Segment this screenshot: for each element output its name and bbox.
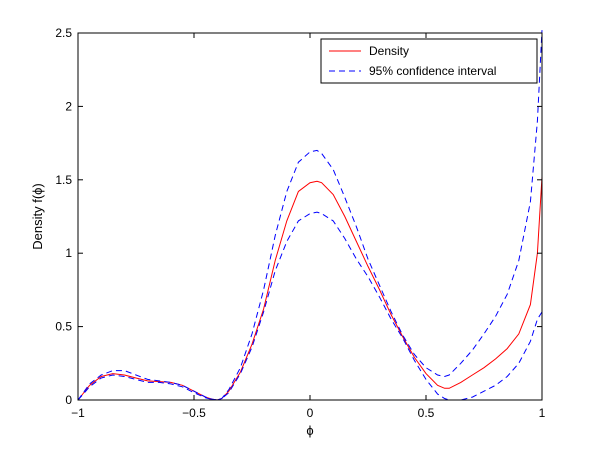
- axes-box: [77, 32, 543, 401]
- series-ci-upper-line: [77, 30, 543, 401]
- y-tick-label: 0.5: [55, 320, 72, 334]
- x-axis-label: ϕ: [306, 423, 313, 438]
- legend-label-confidence-interval: 95% confidence interval: [369, 64, 496, 78]
- y-tick-label: 1.5: [55, 173, 72, 187]
- plot-lines: [77, 30, 543, 401]
- series-ci-lower-line: [77, 211, 543, 401]
- x-tick-label: 0.5: [418, 406, 435, 420]
- legend-box: [320, 38, 538, 84]
- x-tick-label: 0: [307, 406, 314, 420]
- x-tick-label: −1: [71, 406, 85, 420]
- series-density-line: [77, 176, 543, 401]
- y-tick-label: 1: [65, 246, 72, 260]
- x-tick-label: −0.5: [182, 406, 206, 420]
- y-tick-label: 2.5: [55, 26, 72, 40]
- y-axis-label: Density f(ϕ): [30, 183, 45, 250]
- x-tick-label: 1: [539, 406, 546, 420]
- legend: Density 95% confidence interval: [320, 38, 538, 84]
- ticks: −1 −0.5 0 0.5 1 0 0.5 1 1.5 2 2.5: [55, 26, 545, 420]
- y-tick-label: 0: [65, 393, 72, 407]
- y-tick-label: 2: [65, 99, 72, 113]
- legend-label-density: Density: [369, 44, 409, 58]
